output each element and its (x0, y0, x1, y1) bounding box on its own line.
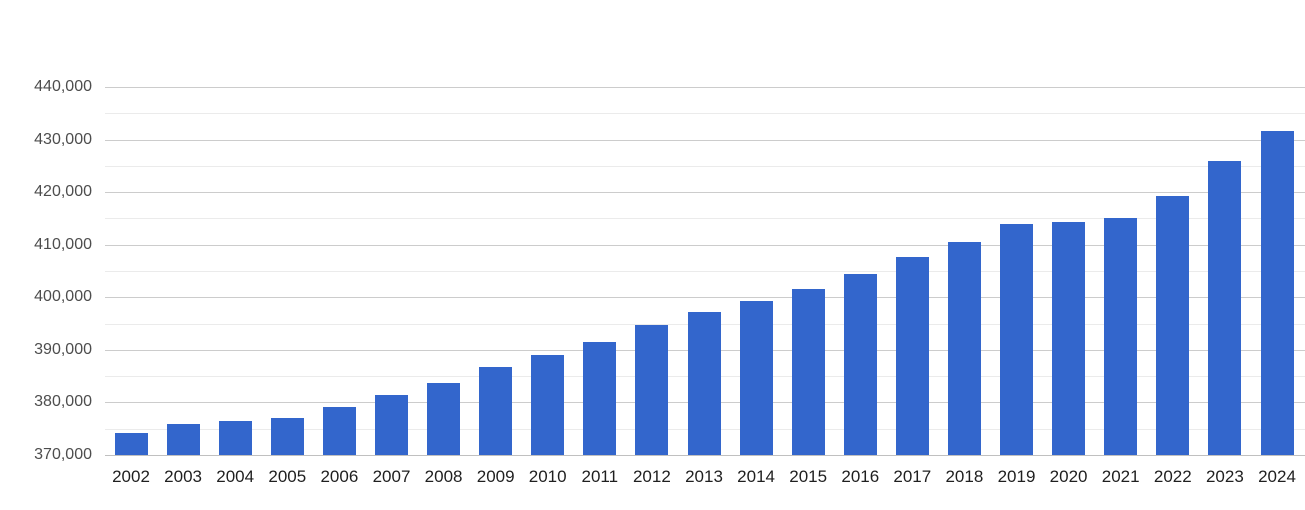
bar-2007[interactable] (375, 395, 408, 455)
bar-2016[interactable] (843, 273, 877, 455)
bar-2009[interactable] (479, 367, 513, 455)
y-axis-tick-label: 430,000 (34, 130, 92, 148)
major-gridline (105, 297, 1305, 299)
bar-2012[interactable] (635, 325, 669, 455)
x-axis-tick-label: 2018 (945, 467, 984, 486)
x-axis-tick-label: 2011 (581, 467, 619, 486)
x-axis-tick-label: 2024 (1258, 467, 1296, 486)
x-axis-tick-label: 2010 (528, 467, 567, 486)
bar-2013[interactable] (687, 312, 721, 455)
x-axis-tick-label: 2023 (1205, 467, 1244, 486)
major-gridline (105, 455, 1305, 456)
x-axis-tick-label: 2003 (164, 467, 203, 486)
bar-2020[interactable] (1052, 222, 1086, 455)
x-axis-tick-label: 2007 (372, 467, 411, 486)
x-axis-tick-label: 2022 (1153, 467, 1192, 486)
x-axis-tick-label: 2013 (685, 467, 723, 486)
x-axis-tick-label: 2017 (893, 467, 932, 486)
x-axis-tick-label: 2009 (476, 467, 515, 486)
y-axis-tick-label: 370,000 (34, 446, 92, 463)
x-axis-tick-label: 2005 (268, 467, 307, 486)
x-axis-tick-label: 2008 (424, 467, 463, 486)
bar-2010[interactable] (531, 355, 565, 455)
major-gridline (105, 87, 1305, 88)
x-axis-tick-label: 2016 (841, 467, 880, 486)
bar-2004[interactable] (218, 420, 252, 455)
y-axis-tick-label: 400,000 (34, 288, 92, 306)
minor-gridline (105, 165, 1305, 167)
bar-2003[interactable] (166, 423, 200, 455)
y-axis-tick-label: 420,000 (34, 183, 92, 201)
x-axis-tick-label: 2015 (789, 467, 828, 486)
x-axis-tick-label: 2006 (320, 467, 359, 486)
bar-2011[interactable] (583, 342, 617, 455)
x-axis-tick-label: 2002 (112, 467, 150, 486)
x-axis-tick-label: 2021 (1101, 467, 1140, 486)
minor-gridline (105, 271, 1305, 272)
bar-2002[interactable] (114, 433, 148, 455)
y-axis-tick-label: 380,000 (34, 393, 92, 411)
minor-gridline (105, 218, 1305, 220)
bar-2006[interactable] (322, 407, 356, 455)
bar-2021[interactable] (1104, 217, 1138, 455)
bar-2024[interactable] (1260, 131, 1294, 455)
bar-2005[interactable] (270, 418, 304, 455)
y-axis-tick-label: 390,000 (34, 340, 92, 358)
major-gridline (105, 139, 1305, 141)
y-axis-tick-label: 440,000 (34, 78, 92, 95)
x-axis-tick-label: 2012 (632, 467, 671, 486)
bar-2019[interactable] (1000, 223, 1033, 455)
bar-2015[interactable] (791, 288, 825, 455)
bar-2017[interactable] (895, 256, 929, 455)
x-axis-tick-label: 2020 (1049, 467, 1088, 486)
y-axis-tick-label: 410,000 (34, 235, 92, 253)
bar-2022[interactable] (1156, 195, 1190, 455)
bar-2008[interactable] (427, 383, 461, 455)
major-gridline (105, 192, 1305, 194)
bar-2018[interactable] (947, 242, 981, 455)
x-axis-tick-label: 2004 (216, 467, 255, 486)
x-axis-tick-label: 2019 (997, 467, 1036, 486)
minor-gridline (105, 113, 1305, 115)
bar-2014[interactable] (739, 301, 773, 455)
major-gridline (105, 244, 1305, 246)
x-axis-tick-label: 2014 (737, 467, 776, 486)
bar-2023[interactable] (1208, 160, 1242, 455)
